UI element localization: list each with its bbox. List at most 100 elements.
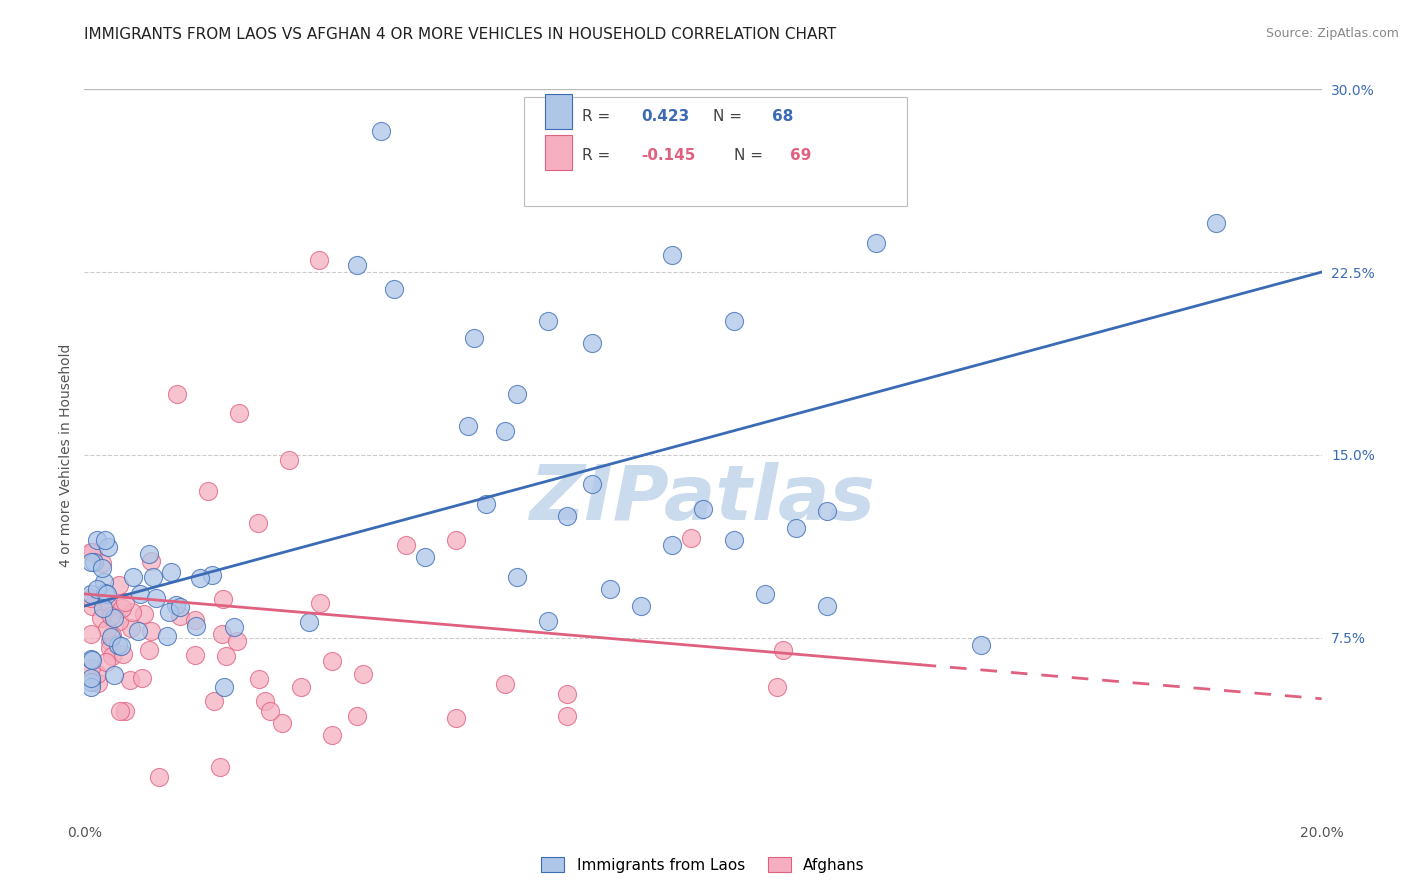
Point <box>103 668 125 682</box>
Point <box>80 680 103 694</box>
Point <box>506 387 529 401</box>
Point <box>169 609 191 624</box>
Point <box>165 599 187 613</box>
Point <box>127 624 149 638</box>
Point <box>100 634 122 648</box>
Point <box>120 621 142 635</box>
Point <box>107 614 129 628</box>
Point <box>79 587 101 601</box>
Point <box>970 638 993 652</box>
Point <box>766 680 789 694</box>
Point <box>253 694 276 708</box>
Text: -0.145: -0.145 <box>641 147 696 162</box>
Point <box>321 654 343 668</box>
Y-axis label: 4 or more Vehicles in Household: 4 or more Vehicles in Household <box>59 343 73 566</box>
Point <box>97 599 120 613</box>
Point <box>228 407 250 421</box>
Point <box>395 538 418 552</box>
Point <box>86 582 108 596</box>
Point <box>215 649 238 664</box>
Point <box>475 497 498 511</box>
Point <box>298 615 321 630</box>
Point <box>555 508 578 523</box>
Point <box>494 677 516 691</box>
Point <box>107 638 129 652</box>
Point <box>630 599 652 613</box>
Point <box>93 575 115 590</box>
Point <box>145 591 167 605</box>
Point <box>131 671 153 685</box>
Point <box>309 596 332 610</box>
Point <box>79 591 101 605</box>
Point <box>148 770 170 784</box>
Point <box>321 728 343 742</box>
Text: R =: R = <box>582 147 614 162</box>
Point <box>184 619 207 633</box>
Point <box>94 655 117 669</box>
Point <box>444 711 467 725</box>
Point <box>815 504 838 518</box>
Point <box>91 600 114 615</box>
Point <box>157 606 180 620</box>
Point <box>661 538 683 552</box>
Point <box>370 123 392 137</box>
Point <box>581 335 603 350</box>
Point <box>138 547 160 561</box>
Point <box>169 599 191 614</box>
FancyBboxPatch shape <box>523 96 907 206</box>
Point <box>865 235 887 250</box>
Point <box>90 561 112 575</box>
Point <box>382 282 405 296</box>
Point <box>82 653 104 667</box>
Point <box>110 704 132 718</box>
Point <box>141 553 163 567</box>
Point <box>184 613 207 627</box>
Text: R =: R = <box>582 109 614 124</box>
Point <box>94 533 117 548</box>
Point <box>212 680 235 694</box>
Point <box>599 582 621 596</box>
Point <box>581 477 603 491</box>
Point <box>661 248 683 262</box>
Point <box>79 555 101 569</box>
Point <box>785 521 807 535</box>
Point <box>139 624 162 639</box>
Point <box>692 501 714 516</box>
Point <box>160 566 183 580</box>
Point <box>413 550 436 565</box>
Point <box>121 569 143 583</box>
Point <box>346 258 368 272</box>
Point <box>352 667 374 681</box>
Point <box>86 667 108 681</box>
Point <box>101 628 124 642</box>
Point <box>494 424 516 438</box>
Point <box>183 648 205 662</box>
Point <box>156 629 179 643</box>
Text: N =: N = <box>734 147 768 162</box>
Point <box>277 452 299 467</box>
Point <box>815 599 838 613</box>
Point <box>259 704 281 718</box>
Point <box>96 622 118 636</box>
Point <box>679 531 702 545</box>
Point <box>166 387 188 401</box>
FancyBboxPatch shape <box>544 95 572 129</box>
Point <box>114 704 136 718</box>
Point <box>79 627 101 641</box>
Point <box>246 516 269 531</box>
Point <box>212 591 235 606</box>
Point <box>100 631 122 645</box>
Point <box>197 484 219 499</box>
Point <box>80 599 103 614</box>
Point <box>271 716 294 731</box>
Point <box>79 661 101 675</box>
Point <box>226 634 249 648</box>
Point <box>537 614 560 628</box>
Text: 69: 69 <box>790 147 811 162</box>
Point <box>97 540 120 554</box>
Point <box>87 676 110 690</box>
Point <box>202 694 225 708</box>
Point <box>132 607 155 621</box>
Point <box>114 595 136 609</box>
Point <box>94 586 117 600</box>
